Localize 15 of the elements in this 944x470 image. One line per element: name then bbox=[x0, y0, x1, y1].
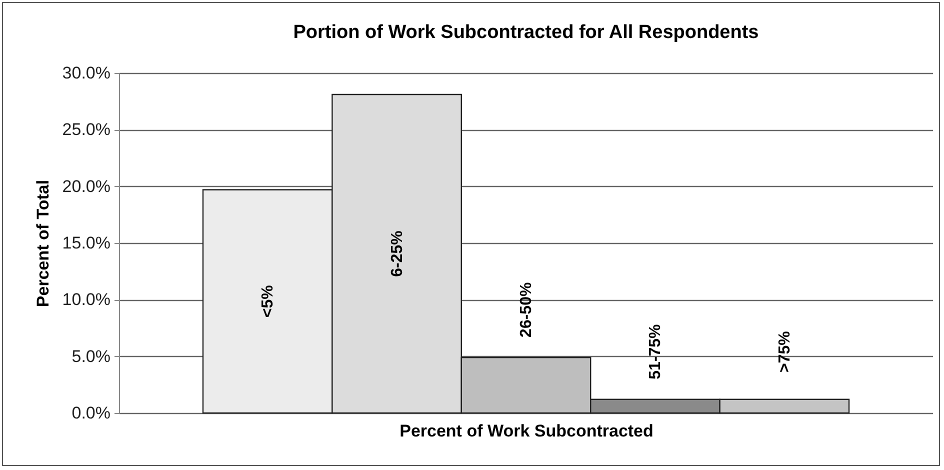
y-tick-label: 0.0% bbox=[72, 404, 110, 422]
x-tick-label: 26-50% bbox=[518, 282, 535, 338]
y-tick-label: 5.0% bbox=[72, 346, 110, 366]
y-tick-label: 15.0% bbox=[62, 234, 110, 252]
x-tick-label: >75% bbox=[776, 331, 794, 372]
x-tick-label: 6-25% bbox=[388, 230, 406, 277]
y-axis-title: Percent of Total bbox=[33, 180, 52, 308]
y-tick-label: 25.0% bbox=[62, 120, 110, 140]
y-tick-label: 20.0% bbox=[62, 176, 110, 196]
chart-title: Portion of Work Subcontracted for All Respondents bbox=[293, 22, 759, 43]
x-tick-label: <5% bbox=[260, 285, 277, 318]
y-tick-label: 30.0% bbox=[62, 64, 110, 82]
x-axis-title: Percent of Work Subcontracted bbox=[400, 422, 654, 440]
y-tick-label: 10.0% bbox=[62, 290, 110, 310]
x-tick-label: 51-75% bbox=[647, 324, 664, 380]
